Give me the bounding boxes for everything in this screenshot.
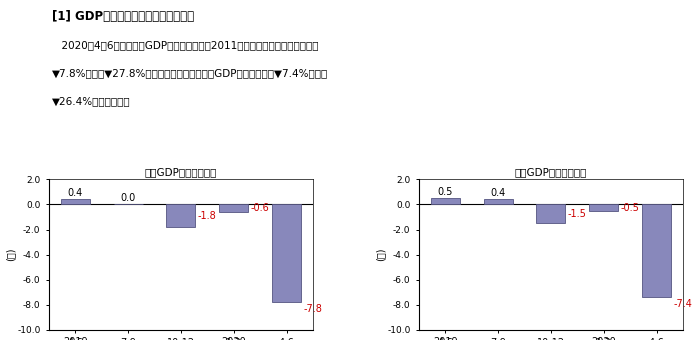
Text: -0.6: -0.6 bbox=[251, 203, 269, 213]
Y-axis label: (％): (％) bbox=[6, 248, 16, 261]
Title: 実質GDP成長率の推移: 実質GDP成長率の推移 bbox=[145, 167, 217, 177]
Text: 0.5: 0.5 bbox=[438, 187, 453, 197]
Text: 0.4: 0.4 bbox=[68, 188, 83, 198]
Text: -0.5: -0.5 bbox=[620, 203, 639, 212]
Text: 0.0: 0.0 bbox=[121, 193, 136, 203]
Bar bbox=[589, 204, 618, 211]
Bar bbox=[61, 200, 90, 204]
Text: 0.4: 0.4 bbox=[491, 188, 506, 198]
Text: -1.8: -1.8 bbox=[198, 211, 217, 221]
Text: 2019: 2019 bbox=[63, 337, 88, 340]
Text: 2020: 2020 bbox=[591, 337, 616, 340]
Text: 2019: 2019 bbox=[433, 337, 458, 340]
Bar bbox=[220, 204, 248, 212]
Text: -7.4: -7.4 bbox=[673, 299, 692, 309]
Bar bbox=[537, 204, 565, 223]
Text: -1.5: -1.5 bbox=[568, 209, 587, 219]
Text: -7.8: -7.8 bbox=[303, 304, 322, 314]
Text: ▼7.8%（年率▼27.8%）となった。また、名目GDPの成長率は、▼7.4%（年率: ▼7.8%（年率▼27.8%）となった。また、名目GDPの成長率は、▼7.4%（… bbox=[52, 68, 328, 78]
Bar bbox=[431, 198, 460, 204]
Y-axis label: (％): (％) bbox=[376, 248, 385, 261]
Text: 2020年4～6月期の実質GDP（国内総生産・2011暦年連鎖価格）の成長率は、: 2020年4～6月期の実質GDP（国内総生産・2011暦年連鎖価格）の成長率は、 bbox=[55, 40, 319, 50]
Bar bbox=[484, 200, 512, 204]
Bar bbox=[272, 204, 301, 302]
Title: 名目GDP成長率の推移: 名目GDP成長率の推移 bbox=[514, 167, 587, 177]
Text: ▼26.4%）となった。: ▼26.4%）となった。 bbox=[52, 97, 130, 106]
Text: 2020: 2020 bbox=[222, 337, 246, 340]
Text: [1] GDP成長率（季節調整済前期比）: [1] GDP成長率（季節調整済前期比） bbox=[52, 10, 194, 23]
Bar bbox=[642, 204, 671, 297]
Bar bbox=[167, 204, 195, 227]
